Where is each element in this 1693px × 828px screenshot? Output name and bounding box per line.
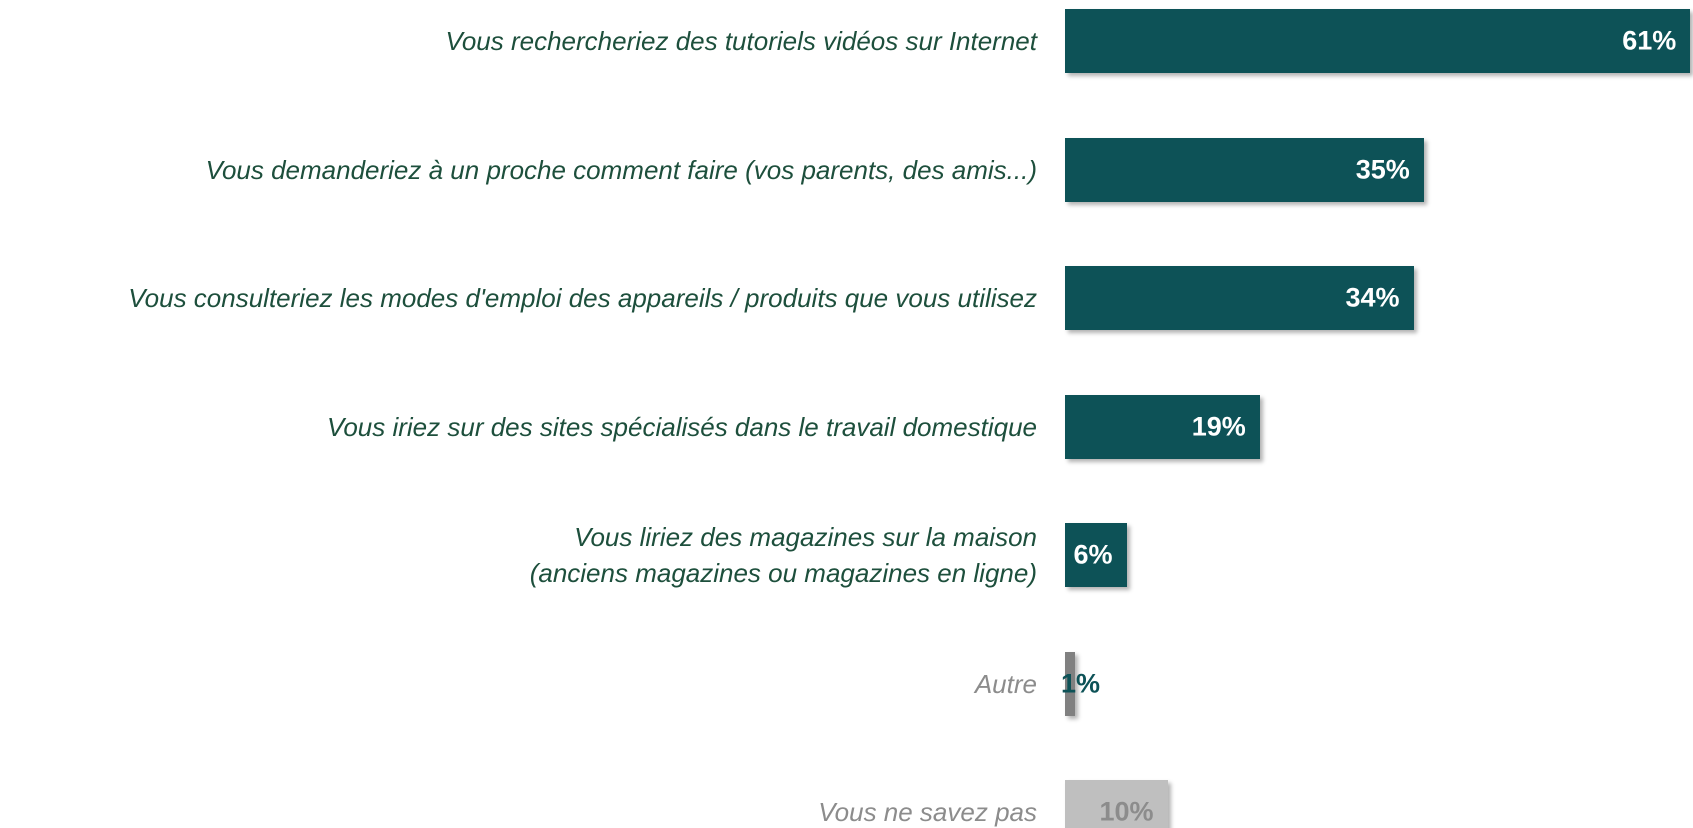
value-label: 10%	[1099, 796, 1154, 827]
value-label: 35%	[1355, 154, 1410, 184]
bar	[1065, 394, 1260, 459]
bar	[1065, 266, 1414, 330]
value-label: 61%	[1622, 25, 1677, 56]
value-label: 6%	[1073, 539, 1113, 570]
bar	[1065, 780, 1168, 828]
bar	[1065, 9, 1691, 73]
value-label: 19%	[1191, 411, 1246, 441]
category-label: Vous liriez des magazines sur la maison …	[529, 522, 1037, 588]
category-label: Vous demanderiez à un proche comment fai…	[205, 154, 1037, 185]
category-label: Vous ne savez pas	[818, 797, 1037, 827]
bar	[1065, 137, 1424, 202]
bar	[1065, 523, 1127, 587]
category-label: Vous rechercheriez des tutoriels vidéos …	[445, 26, 1037, 56]
category-label: Autre	[974, 668, 1037, 699]
value-label: 1%	[1061, 668, 1101, 698]
value-label: 34%	[1345, 282, 1400, 313]
category-label: Vous consulteriez les modes d'emploi des…	[128, 283, 1037, 313]
category-label: Vous iriez sur des sites spécialisés dan…	[326, 411, 1037, 442]
bar	[1065, 651, 1076, 716]
